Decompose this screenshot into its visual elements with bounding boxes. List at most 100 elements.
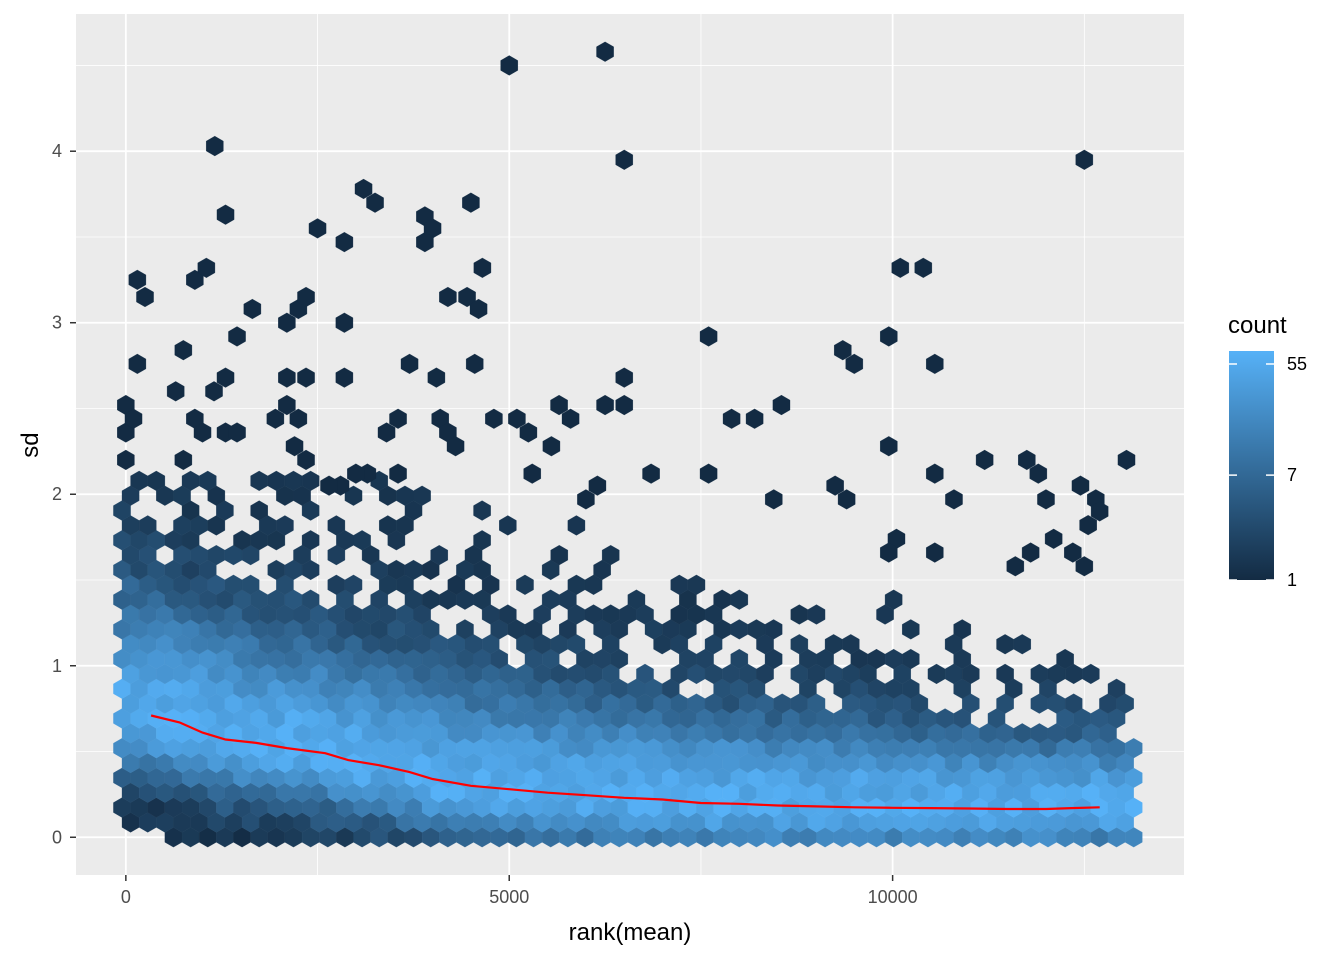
hex-bin [499,515,517,536]
hex-bin [241,574,260,595]
hex-bin-outlier [772,394,791,416]
hex-bin [550,545,568,566]
hex-bin-outlier [914,257,933,278]
hex-bin-outlier [278,312,296,333]
hex-bin-outlier [128,269,147,290]
hex-bin-outlier [945,489,963,510]
hex-bin-outlier [297,286,315,308]
hex-bin [473,500,491,521]
hex-bin-outlier [1075,149,1094,170]
hex-bin-outlier [243,298,262,320]
y-tick-label: 2 [52,484,62,504]
hex-bin [147,470,166,491]
hex-bin [301,470,320,491]
hex-bin [601,545,620,566]
hex-bin-outlier [278,367,296,388]
hex-bin-outlier [166,381,185,402]
hex-bin-outlier [642,463,660,484]
hex-bin [456,619,474,640]
hex-bin [276,515,294,536]
hex-bin-outlier [500,55,518,76]
x-tick-label: 0 [121,887,131,907]
hex-bin-outlier [128,353,147,374]
hex-bin-outlier [197,257,216,278]
hex-bin-outlier [473,257,492,278]
hex-bin [953,619,971,640]
hex-bin-outlier [722,408,741,429]
legend-colorbar [1229,351,1274,580]
hex-bin-outlier [485,408,503,429]
hex-bin-outlier [206,135,224,157]
hex-bin [1064,693,1083,714]
hex-bin [1056,648,1074,670]
outlier-hexagons [117,41,1136,577]
hex-bin [413,485,431,506]
y-tick-label: 1 [52,656,62,676]
hex-bin-outlier [308,218,327,239]
hex-bin [730,648,749,670]
y-tick-label: 3 [52,313,62,333]
x-tick-label: 10000 [868,887,918,907]
hex-bin-outlier [880,436,898,457]
legend-break-label: 1 [1287,570,1297,590]
hex-bin-outlier [320,475,338,496]
hex-bin [1082,663,1100,684]
hex-bin-outlier [228,422,246,443]
hex-bin [842,634,860,655]
hex-bin-outlier [278,394,296,416]
hex-bin-outlier [427,367,446,388]
hex-bin-outlier [439,286,457,308]
hex-bin-outlier [289,408,308,429]
hex-bin-outlier [347,463,365,484]
hex-bin [567,515,586,536]
hex-bin [327,515,346,536]
hex-bin [636,663,654,684]
hex-bin-outlier [975,449,994,471]
hex-bin-outlier [596,41,614,62]
y-tick-label: 4 [52,141,62,161]
hex-bin-outlier [615,149,633,170]
legend-break-label: 55 [1287,354,1307,374]
hex-bin-outlier [377,422,396,443]
hex-bin [730,589,749,610]
hex-bin [807,604,826,625]
hex-bin-outlier [561,408,580,429]
legend-ticks: 55 7 1 [1229,354,1307,590]
hex-bin-outlier [615,367,633,388]
hex-bin-outlier [891,257,910,278]
hex-bin-outlier [880,542,898,563]
hex-bin-outlier [845,353,864,374]
hex-bin-outlier [1037,489,1055,510]
hex-bin-outlier [297,449,315,471]
hex-bin-outlier [466,353,484,374]
hex-bin-outlier [508,408,526,429]
hex-bin-outlier [335,232,354,253]
hexagon-bins [113,470,1143,848]
hex-bin-outlier [462,192,480,213]
hex-bin-outlier [174,340,193,361]
hex-bin-outlier [1090,501,1109,522]
hex-bin-outlier [926,542,944,563]
hex-bin-outlier [1071,475,1090,496]
hex-bin-outlier [765,489,783,510]
y-tick-label: 0 [52,827,62,847]
hex-bin-outlier [216,367,235,388]
hex-bin [764,619,783,640]
hex-bin-outlier [366,192,384,213]
hex-bin-outlier [1075,556,1094,577]
y-axis-ticks: 0 1 2 3 4 [52,141,76,847]
hex-bin-outlier [335,312,354,333]
hex-bin [344,574,363,595]
hex-bin [301,530,320,551]
hex-bin-outlier [297,367,315,388]
hex-bin-outlier [596,394,614,416]
hex-bin-outlier [285,436,304,457]
hex-bin-outlier [354,178,373,200]
hex-bin-outlier [136,286,154,308]
hex-bin-outlier [1064,542,1082,563]
smooth-trend-line [150,714,1100,811]
hex-bin-outlier [389,463,407,484]
hex-bin-outlier [550,394,568,416]
hex-bin [199,470,217,491]
